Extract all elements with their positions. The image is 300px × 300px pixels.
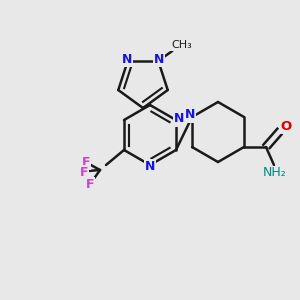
- Text: O: O: [280, 119, 292, 133]
- Text: F: F: [80, 166, 88, 178]
- Text: N: N: [145, 160, 155, 172]
- Text: NH₂: NH₂: [263, 167, 287, 179]
- Text: N: N: [122, 53, 132, 67]
- Text: N: N: [174, 112, 184, 125]
- Text: CH₃: CH₃: [171, 40, 192, 50]
- Text: N: N: [154, 53, 164, 67]
- Text: F: F: [82, 155, 90, 169]
- Text: N: N: [185, 109, 195, 122]
- Text: F: F: [86, 178, 94, 190]
